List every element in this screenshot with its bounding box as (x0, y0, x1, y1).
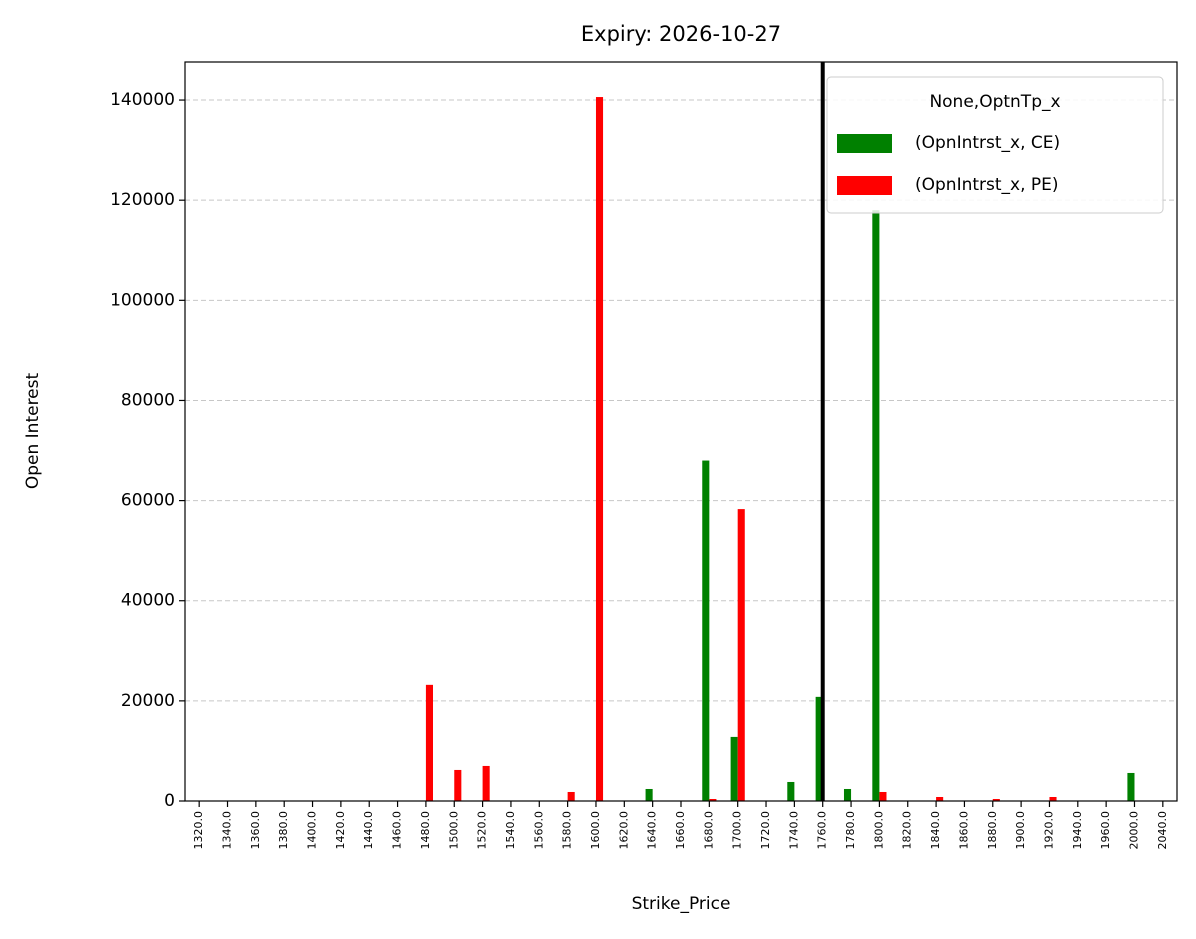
y-tick-label: 80000 (121, 390, 175, 410)
chart-title: Expiry: 2026-10-27 (581, 22, 781, 46)
x-axis-label: Strike_Price (632, 894, 731, 914)
y-tick-label: 100000 (110, 290, 175, 310)
x-tick-label: 1580.0 (561, 811, 574, 850)
bar (992, 798, 1000, 801)
bar (567, 791, 575, 801)
bar (879, 791, 887, 801)
legend-label: (OpnIntrst_x, PE) (915, 175, 1059, 195)
legend-swatch (837, 176, 892, 195)
bar (730, 736, 738, 801)
x-tick-label: 1520.0 (476, 811, 489, 850)
bar (645, 788, 653, 801)
x-tick-label: 1360.0 (249, 811, 262, 850)
x-tick-label: 1780.0 (844, 811, 857, 850)
legend-label: (OpnIntrst_x, CE) (915, 133, 1060, 153)
x-tick-label: 1400.0 (306, 811, 319, 850)
bar (843, 788, 852, 801)
x-tick-label: 1500.0 (447, 811, 460, 850)
bar (737, 509, 745, 801)
bar (482, 765, 490, 801)
y-tick-label: 0 (164, 791, 175, 811)
bar (936, 796, 944, 801)
x-tick-label: 1540.0 (504, 811, 517, 850)
x-tick-label: 1760.0 (816, 811, 829, 850)
y-tick-label: 20000 (121, 691, 175, 711)
x-tick-label: 1380.0 (277, 811, 290, 850)
bar (787, 781, 795, 801)
y-tick-label: 40000 (121, 591, 175, 611)
y-tick-label: 120000 (110, 190, 175, 210)
plot-frame (184, 61, 1178, 802)
x-tick-label: 1860.0 (957, 811, 970, 850)
legend-title: None,OptnTp_x (929, 92, 1060, 112)
bar (702, 460, 710, 801)
x-tick-label: 1320.0 (192, 811, 205, 850)
x-tick-label: 1460.0 (391, 811, 404, 850)
y-tick-label: 140000 (110, 90, 175, 110)
x-tick-label: 1620.0 (617, 811, 630, 850)
x-tick-label: 1920.0 (1042, 811, 1055, 850)
x-tick-label: 1680.0 (702, 811, 715, 850)
x-tick-label: 2040.0 (1156, 811, 1169, 850)
bar (815, 696, 823, 801)
bar (425, 684, 433, 801)
x-tick-label: 2000.0 (1127, 811, 1140, 850)
y-tick-label: 60000 (121, 491, 175, 511)
x-tick-label: 1900.0 (1014, 811, 1027, 850)
x-tick-label: 1720.0 (759, 811, 772, 850)
bar (454, 769, 462, 801)
x-tick-label: 1340.0 (221, 811, 234, 850)
bar (1127, 772, 1135, 801)
x-tick-label: 1840.0 (929, 811, 942, 850)
x-tick-label: 1480.0 (419, 811, 432, 850)
x-tick-label: 1800.0 (872, 811, 885, 850)
bar (872, 210, 880, 801)
x-tick-label: 1700.0 (731, 811, 744, 850)
x-tick-label: 1420.0 (334, 811, 347, 850)
legend-swatch (837, 134, 892, 153)
x-tick-label: 1880.0 (986, 811, 999, 850)
x-tick-label: 1560.0 (532, 811, 545, 850)
bar (595, 97, 604, 801)
x-tick-label: 1660.0 (674, 811, 687, 850)
x-tick-label: 1740.0 (787, 811, 800, 850)
x-tick-label: 1940.0 (1071, 811, 1084, 850)
x-tick-label: 1960.0 (1099, 811, 1112, 850)
bar (1049, 796, 1057, 801)
legend-box (826, 76, 1164, 214)
x-tick-label: 1440.0 (362, 811, 375, 850)
x-tick-label: 1600.0 (589, 811, 602, 850)
bar (709, 798, 717, 801)
x-tick-label: 1820.0 (901, 811, 914, 850)
y-axis-label: Open Interest (23, 373, 43, 490)
x-tick-label: 1640.0 (646, 811, 659, 850)
